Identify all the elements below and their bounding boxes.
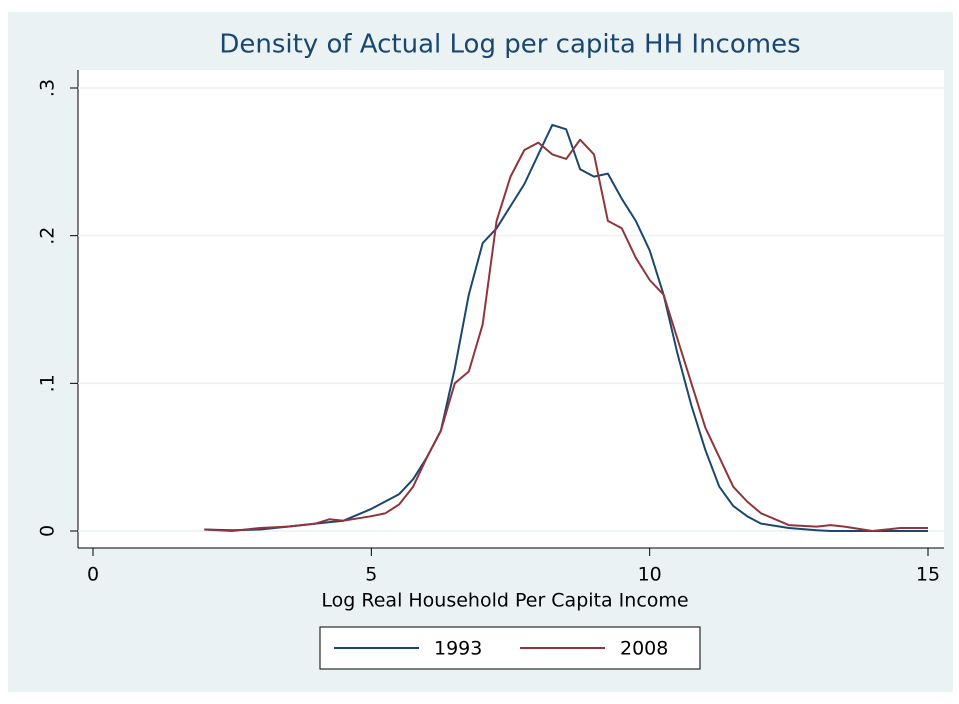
- legend-label: 1993: [434, 638, 482, 660]
- x-tick-label: 5: [365, 564, 377, 586]
- x-tick-label: 10: [638, 564, 662, 586]
- series-line: [204, 138, 928, 532]
- x-tick-label: 0: [87, 564, 99, 586]
- x-axis-label: Log Real Household Per Capita Income: [321, 590, 688, 612]
- series-line: [204, 123, 928, 532]
- chart-title: Density of Actual Log per capita HH Inco…: [219, 30, 800, 60]
- x-tick-label: 15: [916, 564, 940, 586]
- y-tick-label: .3: [37, 79, 59, 97]
- y-tick-label: 0: [37, 525, 59, 537]
- legend-label: 2008: [620, 638, 668, 660]
- y-tick-label: .1: [37, 374, 59, 392]
- plot-area: [78, 70, 944, 548]
- y-tick-label: .2: [37, 227, 59, 245]
